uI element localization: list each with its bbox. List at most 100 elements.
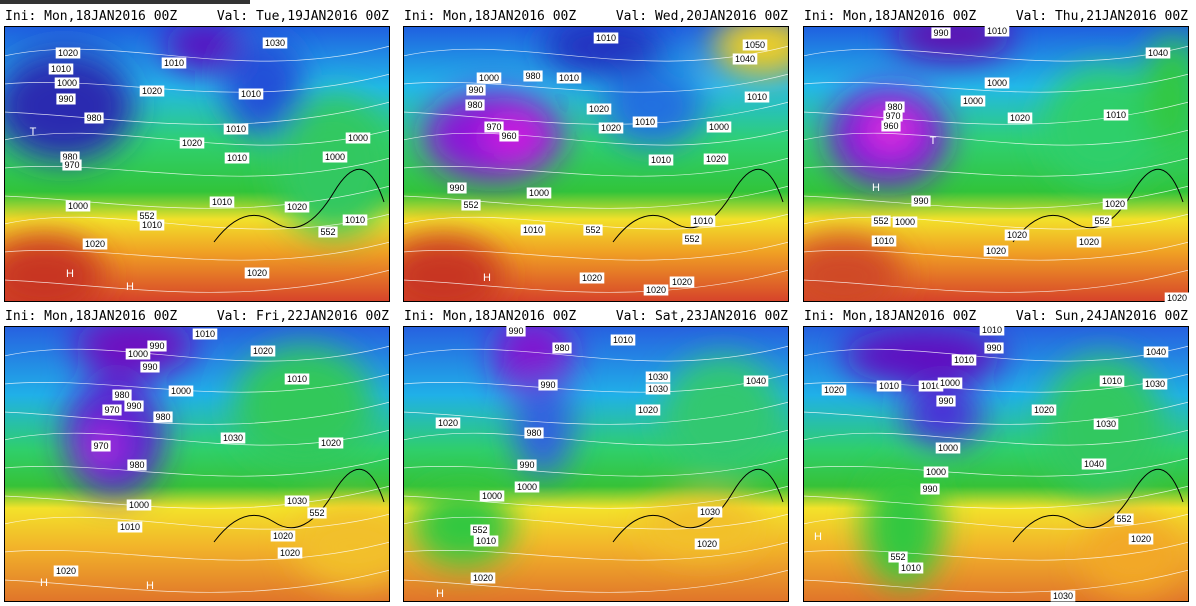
isobar-label: 1000: [895, 217, 915, 227]
label-box: [960, 95, 986, 107]
label-box: [885, 101, 905, 113]
pressure-center: H: [483, 272, 491, 284]
isobar-label: 1020: [1131, 534, 1151, 544]
isobar-label: 980: [129, 460, 144, 470]
isobar-label: 1020: [273, 531, 293, 541]
isobar-label: 1020: [182, 138, 202, 148]
isobar-label: 990: [922, 484, 937, 494]
isobar-label: 1010: [227, 153, 247, 163]
label-box: [322, 151, 348, 163]
isobar-label: 1010: [987, 26, 1007, 36]
isobar-label: 1010: [142, 220, 162, 230]
label-box: [447, 182, 467, 194]
isobar-label: 1010: [651, 155, 671, 165]
isobar-label: 1040: [735, 54, 755, 64]
isobar: [4, 345, 390, 362]
coastline: [213, 169, 385, 243]
label-box: [888, 551, 908, 563]
label-box: [821, 384, 847, 396]
isobar-label: 1020: [1007, 230, 1027, 240]
label-box: [161, 57, 187, 69]
isobar-label: 1020: [1079, 237, 1099, 247]
label-box: [552, 342, 572, 354]
isobar-label: 1010: [954, 355, 974, 365]
label-box: [937, 377, 963, 389]
isobar-label: 1020: [697, 539, 717, 549]
label-box: [1007, 112, 1033, 124]
label-box: [84, 112, 104, 124]
map: [803, 326, 1189, 602]
isobar-label: 1000: [325, 152, 345, 162]
label-box: [520, 224, 546, 236]
isobar-label: 1010: [51, 64, 71, 74]
isobar-label: 1000: [940, 378, 960, 388]
isobar-label: 1000: [987, 78, 1007, 88]
isobar-label: 1000: [963, 96, 983, 106]
isobar-label: 1010: [523, 225, 543, 235]
isobar-label: 1030: [223, 433, 243, 443]
label-box: [479, 490, 505, 502]
isobar-label: 1020: [280, 548, 300, 558]
label-box: [1143, 346, 1169, 358]
label-box: [979, 324, 1005, 336]
isobar-label: 1020: [321, 438, 341, 448]
init-label: Ini: Mon,18JAN2016 00Z: [804, 9, 976, 24]
label-box: [60, 151, 80, 163]
label-box: [1092, 215, 1112, 227]
valid-label: Val: Sat,23JAN2016 00Z: [616, 309, 788, 324]
isobar-label: 1000: [926, 467, 946, 477]
init-label: Ini: Mon,18JAN2016 00Z: [404, 309, 576, 324]
top-strip: [0, 0, 250, 4]
isobar-label: 980: [86, 113, 101, 123]
valid-label: Val: Tue,19JAN2016 00Z: [217, 9, 389, 24]
isobar: [403, 45, 789, 62]
label-box: [610, 334, 636, 346]
isobar-label: 1000: [57, 78, 77, 88]
label-box: [470, 524, 490, 536]
label-box: [643, 284, 669, 296]
label-box: [53, 565, 79, 577]
isobar-label: 990: [149, 341, 164, 351]
isobar: [803, 373, 1189, 393]
isobar-label: 1010: [921, 381, 941, 391]
valid-label: Val: Thu,21JAN2016 00Z: [1016, 9, 1188, 24]
isobar-label: 552: [873, 216, 888, 226]
pressure-area: [513, 376, 573, 476]
isobar-label: 980: [114, 390, 129, 400]
label-box: [345, 132, 371, 144]
label-box: [506, 325, 526, 337]
label-box: [476, 72, 502, 84]
label-box: [223, 123, 249, 135]
isobar: [403, 569, 789, 593]
isobar-label: 1000: [128, 349, 148, 359]
label-box: [517, 459, 537, 471]
isobar: [803, 429, 1189, 446]
pressure-center: T: [930, 135, 937, 147]
isobar-label: 552: [1116, 514, 1131, 524]
label-box: [1142, 378, 1168, 390]
label-box: [224, 152, 250, 164]
isobar-label: 970: [885, 111, 900, 121]
label-box: [466, 84, 486, 96]
valid-label: Val: Wed,20JAN2016 00Z: [616, 9, 788, 24]
isobar-label: 1020: [601, 123, 621, 133]
isobar-label: 990: [913, 196, 928, 206]
isobar: [403, 101, 789, 125]
pressure-area: [1143, 36, 1189, 156]
pressure-center: H: [66, 268, 74, 280]
isobar: [803, 129, 1189, 146]
label-box: [883, 110, 903, 122]
isobar-label: 1010: [613, 335, 633, 345]
label-box: [871, 235, 897, 247]
label-box: [270, 530, 296, 542]
valid-label: Val: Sun,24JAN2016 00Z: [1016, 309, 1188, 324]
isobar-label: 1020: [247, 268, 267, 278]
isobar-label: 1010: [212, 197, 232, 207]
isobar: [803, 541, 1189, 561]
isobar: [803, 269, 1189, 293]
isobar-label: 1020: [1010, 113, 1030, 123]
label-box: [923, 466, 949, 478]
isobar-label: 1010: [1106, 110, 1126, 120]
isobar-label: 1020: [638, 405, 658, 415]
